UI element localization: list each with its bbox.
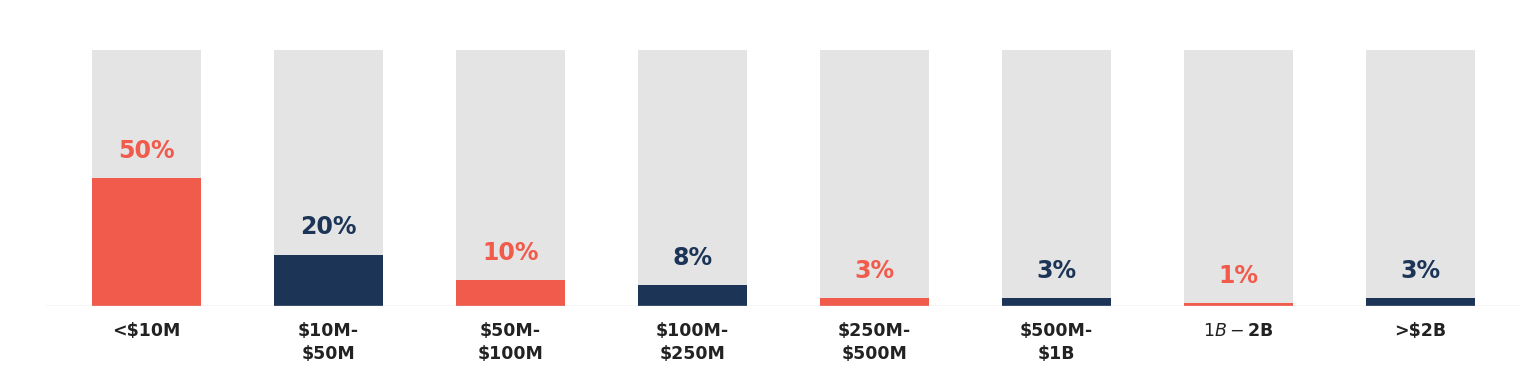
Text: 50%: 50% (118, 139, 175, 163)
Text: 3%: 3% (854, 259, 894, 283)
Bar (273, 50, 382, 306)
Bar (1001, 298, 1111, 306)
Bar (637, 50, 746, 306)
Bar (92, 50, 201, 306)
Bar (637, 285, 746, 306)
Bar (1184, 303, 1293, 306)
Bar (273, 255, 382, 306)
Bar (1366, 50, 1475, 306)
Text: 3%: 3% (1401, 259, 1441, 283)
Bar (456, 280, 565, 306)
Bar (1184, 50, 1293, 306)
Bar (820, 298, 929, 306)
Text: 10%: 10% (482, 241, 539, 265)
Text: 1%: 1% (1218, 264, 1258, 288)
Text: 3%: 3% (1037, 259, 1077, 283)
Bar (820, 50, 929, 306)
Bar (1001, 50, 1111, 306)
Text: 20%: 20% (300, 215, 356, 239)
Bar (1366, 298, 1475, 306)
Text: 8%: 8% (673, 246, 713, 270)
Bar (456, 50, 565, 306)
Bar (92, 178, 201, 306)
